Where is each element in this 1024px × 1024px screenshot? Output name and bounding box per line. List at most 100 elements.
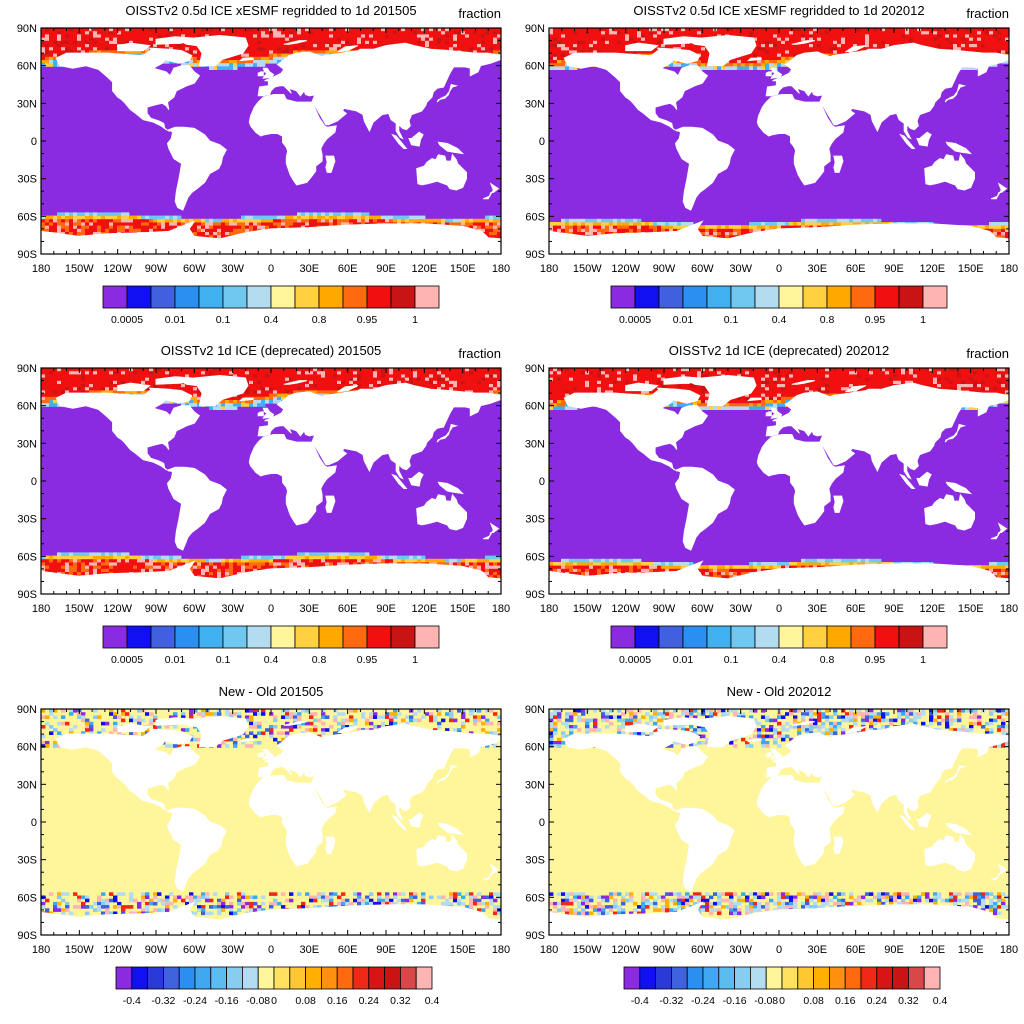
field-cell xyxy=(273,225,278,229)
field-cell xyxy=(885,31,890,35)
field-cell xyxy=(757,34,762,38)
field-cell xyxy=(433,31,438,35)
field-cell xyxy=(849,34,854,38)
field-cell xyxy=(169,47,174,51)
field-cell xyxy=(73,215,78,220)
field-cell xyxy=(413,31,418,35)
field-cell xyxy=(265,215,270,220)
field-cell xyxy=(321,53,326,58)
field-cell xyxy=(141,215,146,220)
field-cell xyxy=(313,31,318,35)
field-cell xyxy=(741,28,746,32)
field-cell xyxy=(869,34,874,38)
field-cell xyxy=(557,56,562,61)
field-cell xyxy=(185,60,190,64)
field-cell xyxy=(993,28,998,32)
field-cell xyxy=(549,63,554,67)
field-cell xyxy=(789,28,794,32)
field-cell xyxy=(929,28,934,32)
field-cell xyxy=(397,40,402,45)
field-cell xyxy=(565,50,570,54)
field-cell xyxy=(261,222,266,226)
field-cell xyxy=(73,225,78,229)
field-cell xyxy=(725,66,730,70)
field-cell xyxy=(549,53,554,58)
field-cell xyxy=(613,28,618,32)
field-cell xyxy=(277,28,282,32)
colorbar-label: 0.0005 xyxy=(111,314,143,326)
field-cell xyxy=(617,50,622,54)
field-cell xyxy=(97,222,102,226)
field-cell xyxy=(633,28,638,32)
field-cell xyxy=(209,218,214,223)
field-cell xyxy=(325,37,330,42)
field-cell xyxy=(489,31,494,35)
field-cell xyxy=(73,37,78,42)
field-cell xyxy=(689,34,694,38)
field-cell xyxy=(421,40,426,45)
field-cell xyxy=(833,34,838,38)
field-cell xyxy=(373,215,378,220)
field-cell xyxy=(241,215,246,220)
field-cell xyxy=(553,63,558,67)
x-tick-label: 30W xyxy=(221,263,244,275)
field-cell xyxy=(741,31,746,35)
field-cell xyxy=(789,37,794,42)
field-cell xyxy=(369,222,374,226)
field-cell xyxy=(873,40,878,45)
field-cell xyxy=(153,34,158,38)
field-cell xyxy=(57,53,62,58)
field-cell xyxy=(761,66,766,70)
field-cell xyxy=(881,28,886,32)
field-cell xyxy=(317,215,322,220)
field-cell xyxy=(101,222,106,226)
field-cell xyxy=(133,28,138,32)
field-cell xyxy=(757,37,762,42)
field-cell xyxy=(577,44,582,48)
field-cell xyxy=(53,60,58,64)
field-cell xyxy=(45,40,50,45)
field-cell xyxy=(769,44,774,48)
field-cell xyxy=(761,56,766,61)
field-cell xyxy=(345,218,350,223)
field-cell xyxy=(101,40,106,45)
field-cell xyxy=(769,34,774,38)
field-cell xyxy=(917,40,922,45)
field-cell xyxy=(261,40,266,45)
field-cell xyxy=(653,31,658,35)
field-cell xyxy=(649,37,654,42)
colorbar-box xyxy=(150,285,176,309)
field-cell xyxy=(365,40,370,45)
field-cell xyxy=(65,222,70,226)
field-cell xyxy=(341,50,346,54)
field-cell xyxy=(821,44,826,48)
x-tick-label: 60E xyxy=(338,263,358,275)
field-cell xyxy=(493,40,498,45)
field-cell xyxy=(953,31,958,35)
field-cell xyxy=(357,37,362,42)
field-cell xyxy=(889,40,894,45)
field-cell xyxy=(553,40,558,45)
field-cell xyxy=(125,34,130,38)
field-cell xyxy=(573,50,578,54)
field-cell xyxy=(101,47,106,51)
field-cell xyxy=(821,28,826,32)
field-cell xyxy=(253,215,258,220)
field-cell xyxy=(45,60,50,64)
field-cell xyxy=(337,212,342,216)
field-cell xyxy=(877,28,882,32)
field-cell xyxy=(681,31,686,35)
field-cell xyxy=(1005,50,1009,54)
field-cell xyxy=(329,31,334,35)
field-cell xyxy=(189,31,194,35)
field-cell xyxy=(937,34,942,38)
field-cell xyxy=(145,31,150,35)
field-cell xyxy=(457,222,462,226)
field-cell xyxy=(125,50,130,54)
field-cell xyxy=(193,31,198,35)
field-cell xyxy=(825,28,830,32)
field-cell xyxy=(221,31,226,35)
field-cell xyxy=(853,44,858,48)
field-cell xyxy=(253,225,258,229)
field-cell xyxy=(129,222,134,226)
